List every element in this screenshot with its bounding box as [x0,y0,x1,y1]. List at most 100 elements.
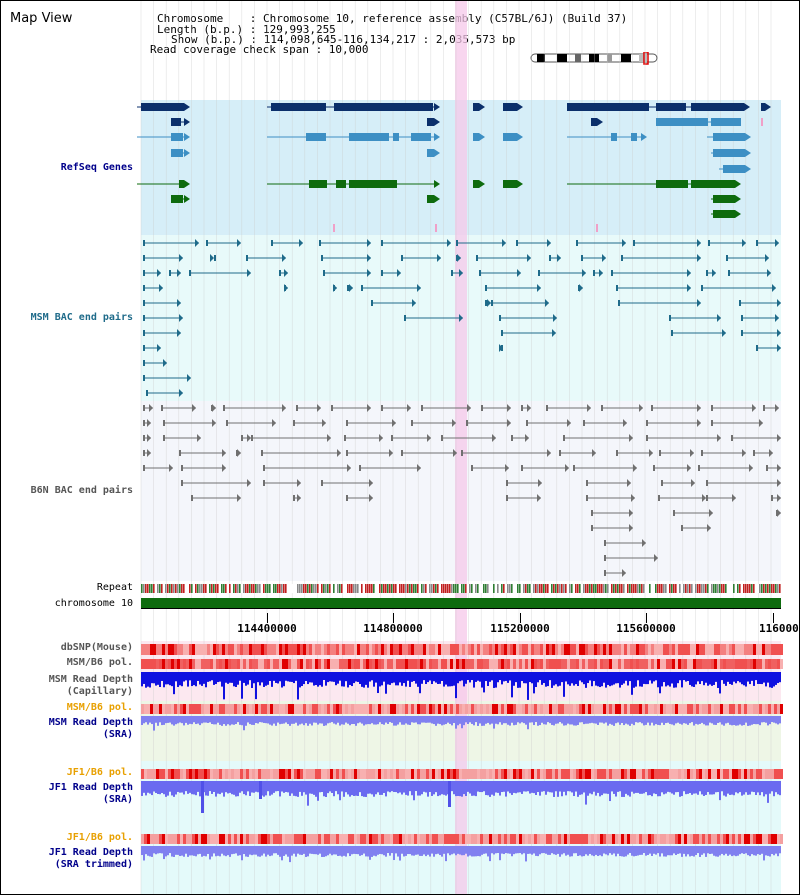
repeat-element [307,584,309,593]
jf1-b6-pol-label[interactable]: JF1/B6 pol. [66,767,133,778]
selected-region-highlight[interactable] [455,1,467,894]
read-depth-bin [709,846,711,855]
msm-depth-sra-label[interactable]: MSM Read Depth [48,717,133,728]
read-depth-bin [499,781,501,796]
read-depth-bin [457,716,459,726]
polymorphism-bin [540,769,543,779]
msm-b6-pol-label[interactable]: MSM/B6 pol. [66,657,133,668]
polymorphism-bin [573,644,576,655]
polymorphism-bin [303,834,306,844]
read-depth-bin [237,781,239,797]
pair-end [586,495,588,501]
polymorphism-bin [471,834,474,844]
b6n-bac-pair [546,404,591,412]
gene-strand-arrow [184,118,190,126]
polymorphism-bin [768,834,771,844]
read-depth-bin [377,672,379,694]
gene-exon [473,133,479,141]
repeat-element [329,584,331,593]
polymorphism-bin [522,659,525,669]
polymorphism-bin [267,704,270,714]
read-depth-bin [229,846,231,857]
repeat-element [689,584,691,593]
polymorphism-bin [435,704,438,714]
read-depth-bin [703,846,705,854]
dbsnp-label[interactable]: dbSNP(Mouse) [60,642,133,653]
repeat-element [613,584,615,593]
read-depth-bin [575,672,577,685]
read-depth-bin [391,672,393,684]
pair-end [331,405,333,411]
polymorphism-bin [447,644,450,655]
read-depth-bin [731,716,733,726]
read-depth-bin [273,672,275,681]
polymorphism-bin [183,769,186,779]
repeat-element [545,584,547,593]
msm-bac-pair [671,329,726,337]
jf1-depth-trimmed-label[interactable]: JF1 Read Depth [48,847,133,858]
repeat-element [527,584,529,593]
read-depth-bin [317,781,319,801]
b6n-bac-pair [521,464,569,472]
read-depth-bin [711,672,713,686]
jf1-b6-pol-trimmed-label[interactable]: JF1/B6 pol. [66,832,133,843]
polymorphism-bin [591,704,594,714]
polymorphism-bin [594,659,597,669]
read-depth-bin [683,846,685,854]
polymorphism-bin [756,704,759,714]
msm-b6-pol-sra-label[interactable]: MSM/B6 pol. [66,702,133,713]
msm-depth-capillary-label[interactable]: MSM Read Depth [48,674,133,685]
polymorphism-bin [426,644,429,655]
read-depth-bin [475,846,477,857]
msm-bac-pair [728,269,771,277]
pair-end-arrow [327,434,331,442]
b6n-bac-pair [143,464,173,472]
refseq-genes-label[interactable]: RefSeq Genes [60,162,133,173]
chromosome-ideogram[interactable] [529,52,661,66]
read-depth-bin [639,846,641,855]
msm-bac-label[interactable]: MSM BAC end pairs [30,312,133,323]
polymorphism-bin [684,644,687,655]
polymorphism-bin [621,769,624,779]
read-depth-bin [755,716,757,725]
polymorphism-bin [771,659,774,669]
read-depth-bin [579,846,581,856]
repeat-element [367,584,369,593]
polymorphism-bin [279,659,282,669]
read-depth-bin [641,672,643,687]
pair-end [163,435,165,441]
gene-feature [711,210,741,218]
read-depth-bin [715,846,717,857]
jf1-depth-sra-label[interactable]: JF1 Read Depth [48,782,133,793]
pair-end [143,285,145,291]
pair-end [616,450,618,456]
read-depth-bin [727,781,729,794]
read-depth-bin [753,672,755,686]
pair-end [391,435,393,441]
read-depth-bin [345,846,347,857]
repeat-element [325,584,327,593]
polymorphism-bin [528,704,531,714]
pair-end-arrow [337,449,341,457]
polymorphism-bin [369,769,372,779]
read-depth-bin [719,846,721,856]
read-depth-bin [693,846,695,857]
polymorphism-bin [303,644,306,655]
read-depth-bin [653,781,655,794]
read-depth-bin [399,846,401,861]
polymorphism-bin [369,644,372,655]
repeat-element [621,584,623,593]
read-depth-bin [593,716,595,724]
polymorphism-bin [558,644,561,655]
read-depth-bin [717,781,719,793]
read-depth-bin [681,672,683,688]
read-depth-bin [241,716,243,726]
polymorphism-bin [480,659,483,669]
b6n-bac-label[interactable]: B6N BAC end pairs [30,485,133,496]
polymorphism-bin [216,769,219,779]
polymorphism-bin [669,644,672,655]
read-depth-bin [739,672,741,683]
read-depth-bin [259,672,261,686]
repeat-element [707,584,709,593]
